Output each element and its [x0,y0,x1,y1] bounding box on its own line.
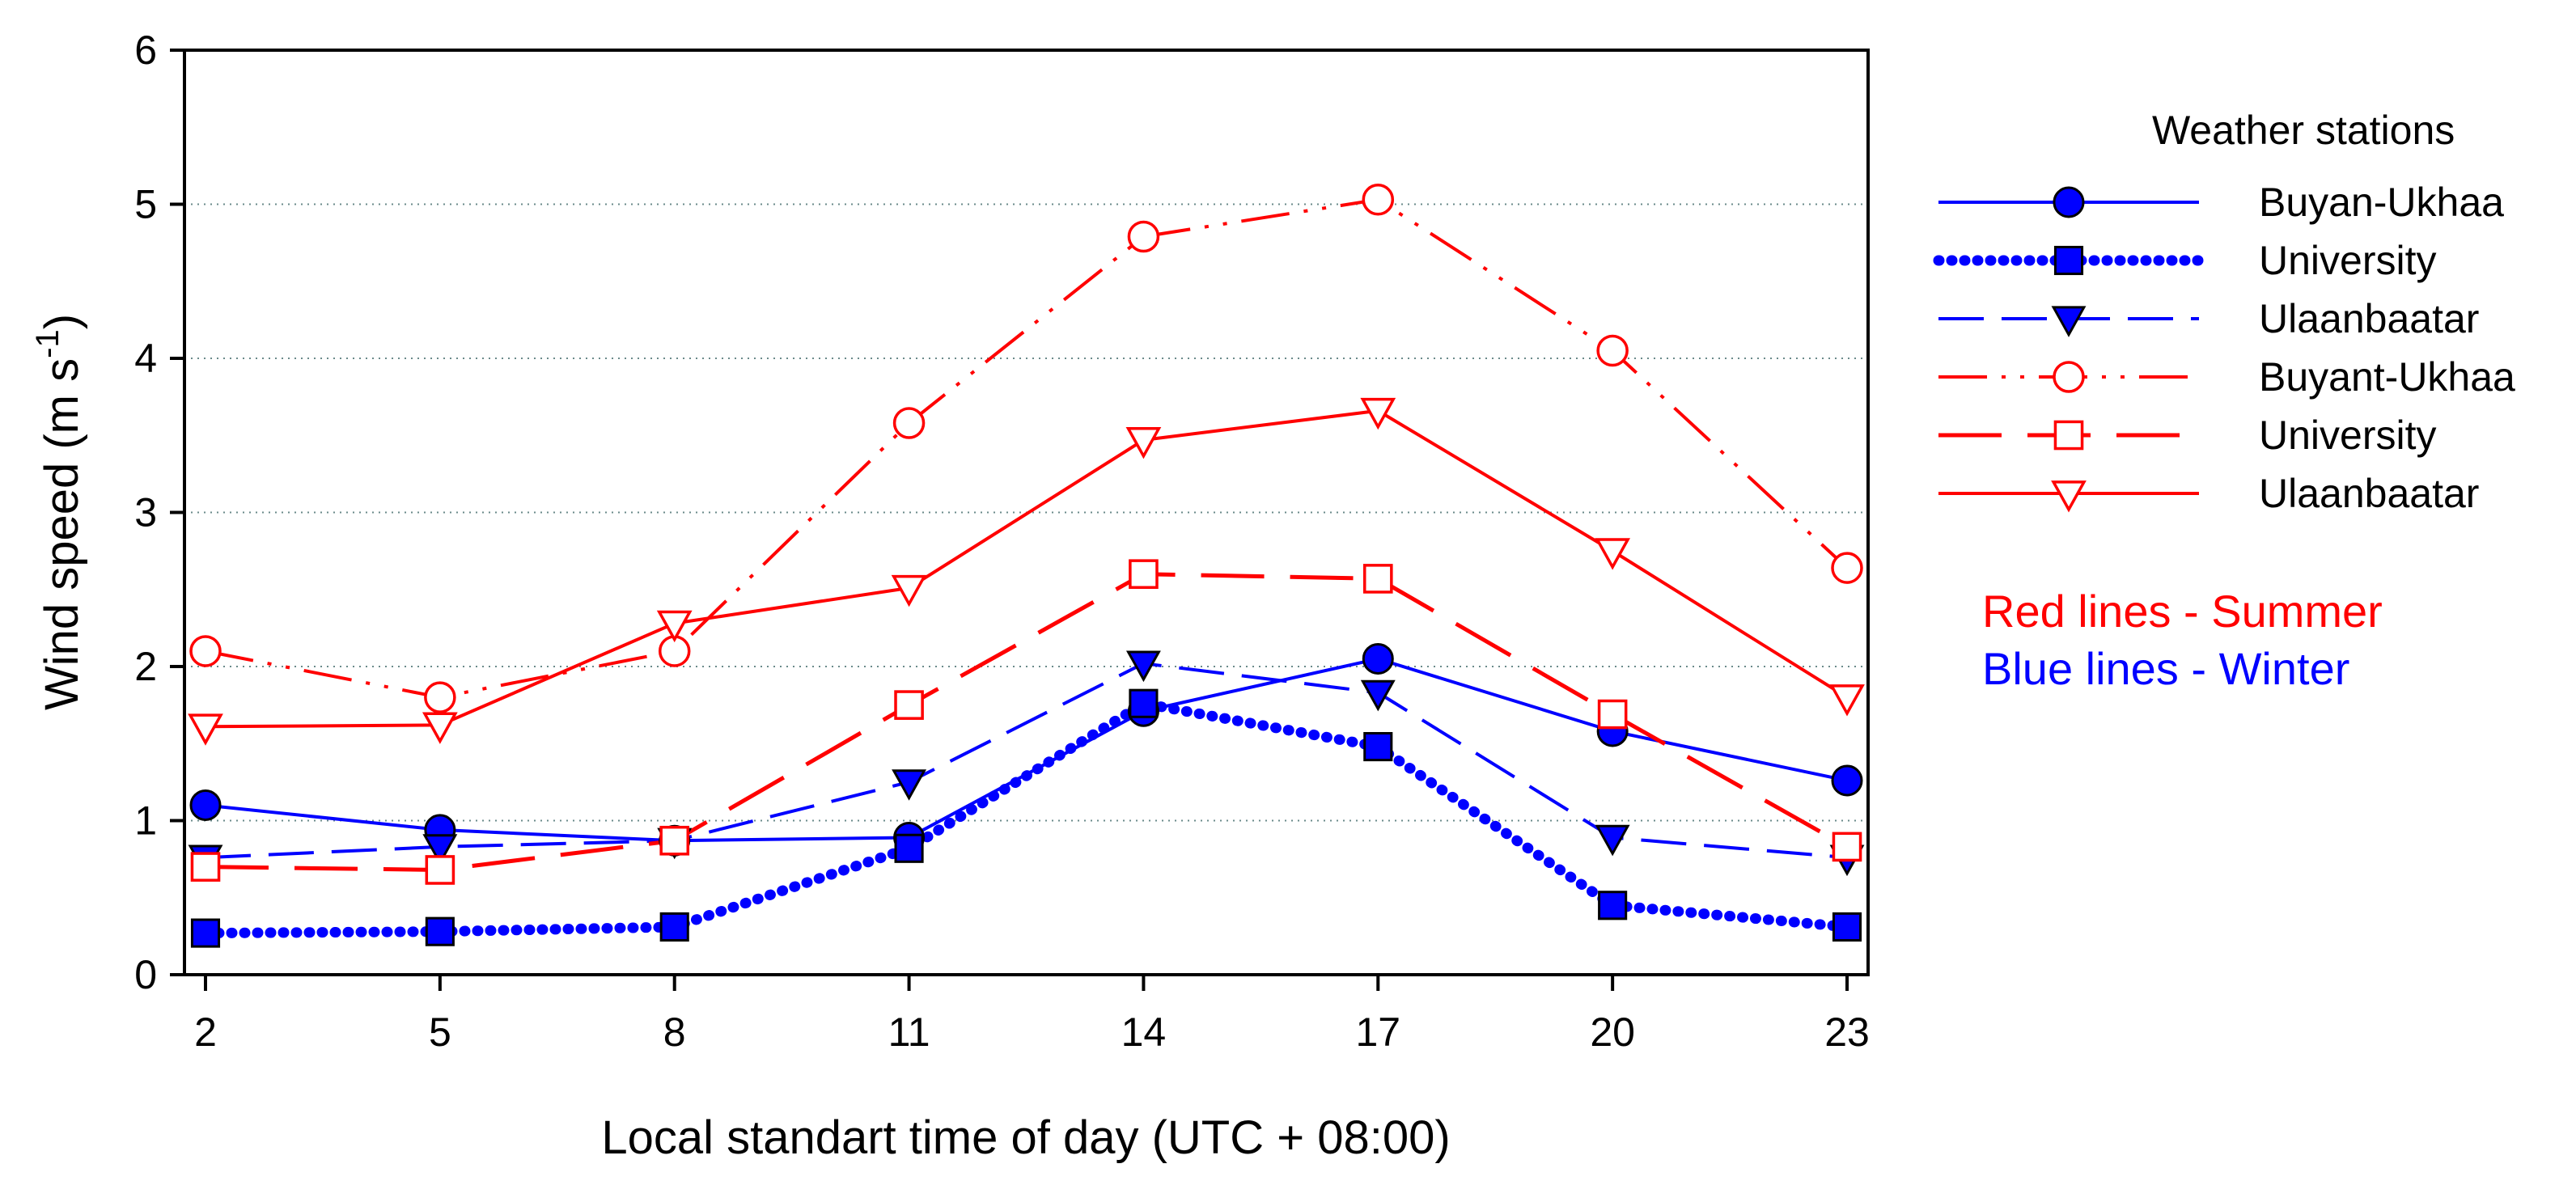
x-tick-label-5: 5 [429,1009,451,1055]
y-tick-label-1: 1 [134,798,157,844]
point-summer-buyant-ukhaa-x20 [1596,334,1629,367]
point-winter-buyan-ukhaa-x23 [1831,764,1863,797]
legend-marker-2 [2051,306,2087,337]
legend-label-2: Ulaanbaatar [2259,296,2479,341]
legend-marker-3 [2053,361,2085,393]
point-summer-buyant-ukhaa-x5 [424,681,456,713]
point-winter-university-x23 [1832,912,1862,942]
legend-label-4: University [2259,413,2436,458]
point-summer-ulaanbaatar-x14 [1125,427,1162,459]
point-winter-buyan-ukhaa-x17 [1362,642,1394,675]
x-tick-label-2: 2 [194,1009,217,1055]
series-lines [200,197,1853,939]
y-tick-label-0: 0 [134,952,157,997]
y-tick-label-3: 3 [134,490,157,535]
point-summer-university-x2 [190,852,221,882]
point-winter-ulaanbaatar-x14 [1125,650,1161,683]
point-summer-buyant-ukhaa-x17 [1362,184,1395,216]
point-winter-university-x11 [894,833,924,863]
point-summer-university-x8 [659,825,690,856]
point-summer-buyant-ukhaa-x14 [1127,220,1160,253]
y-axis-title-close: ) [36,314,88,329]
point-winter-university-x8 [659,912,689,942]
legend: Weather stations Buyan-Ukhaa University Ul… [1933,108,2515,516]
legend-marker-4 [2053,420,2084,451]
point-winter-university-x20 [1598,891,1628,921]
point-winter-ulaanbaatar-x11 [892,769,927,801]
legend-label-3: Buyant-Ukhaa [2259,354,2515,400]
point-summer-university-x5 [425,855,455,885]
point-summer-ulaanbaatar-x20 [1595,538,1631,570]
legend-marker-1 [2053,245,2084,276]
series-line-summer-ulaanbaatar [205,408,1849,729]
series-line-winter-ulaanbaatar [205,662,1848,860]
point-winter-university-x2 [190,918,221,948]
point-winter-university-x14 [1129,688,1159,718]
point-summer-ulaanbaatar-x2 [188,713,223,746]
legend-label-0: Buyan-Ukhaa [2259,180,2504,225]
point-summer-ulaanbaatar-x11 [891,574,927,607]
annotation-summer: Red lines - Summer [1982,586,2383,637]
point-summer-university-x11 [894,690,924,720]
y-tick-label-2: 2 [134,644,157,689]
legend-title: Weather stations [2152,108,2455,153]
y-tick-label-6: 6 [134,28,157,73]
point-summer-university-x17 [1362,564,1393,594]
legend-marker-0 [2053,186,2085,218]
point-summer-buyant-ukhaa-x2 [189,635,222,667]
x-tick-label-14: 14 [1121,1009,1167,1055]
legend-label-5: Ulaanbaatar [2259,471,2479,516]
point-summer-buyant-ukhaa-x23 [1831,552,1863,584]
point-winter-ulaanbaatar-x5 [422,834,458,866]
point-winter-buyan-ukhaa-x2 [189,789,222,821]
series-line-summer-buyant-ukhaa [205,197,1849,700]
point-summer-university-x23 [1832,832,1862,862]
x-tick-label-23: 23 [1824,1009,1870,1055]
y-axis-title-main: Wind speed (m s [36,358,88,710]
y-tick-label-5: 5 [134,182,157,227]
point-summer-university-x20 [1597,699,1628,730]
point-winter-ulaanbaatar-x20 [1595,824,1630,857]
y-axis: 0 1 2 3 4 5 6 [134,28,184,997]
point-summer-ulaanbaatar-x17 [1360,397,1396,430]
series-line-winter-university [200,698,1853,939]
y-tick-label-4: 4 [134,336,157,381]
point-winter-university-x5 [425,916,455,946]
legend-label-1: University [2259,238,2436,283]
point-summer-ulaanbaatar-x5 [422,712,458,744]
x-axis-title: Local standart time of day (UTC + 08:00) [601,1111,1450,1164]
point-winter-ulaanbaatar-x17 [1360,679,1396,712]
x-tick-label-11: 11 [888,1009,930,1055]
series-line-summer-university [205,572,1849,872]
point-winter-university-x17 [1363,732,1393,762]
point-summer-ulaanbaatar-x23 [1829,684,1865,717]
point-summer-buyant-ukhaa-x11 [892,407,926,439]
x-tick-label-17: 17 [1355,1009,1400,1055]
series-line-winter-buyan-ukhaa [205,657,1848,843]
point-summer-university-x14 [1129,559,1159,590]
y-axis-title: Wind speed (m s-1) [30,314,88,710]
y-axis-title-superscript: -1 [30,329,66,358]
x-tick-label-20: 20 [1590,1009,1635,1055]
annotation-winter: Blue lines - Winter [1982,643,2349,694]
x-tick-label-8: 8 [663,1009,686,1055]
x-axis: 2 5 8 11 14 17 20 23 [194,975,1870,1055]
point-summer-ulaanbaatar-x8 [656,610,693,643]
legend-marker-5 [2051,480,2087,513]
series-markers [188,184,1865,948]
